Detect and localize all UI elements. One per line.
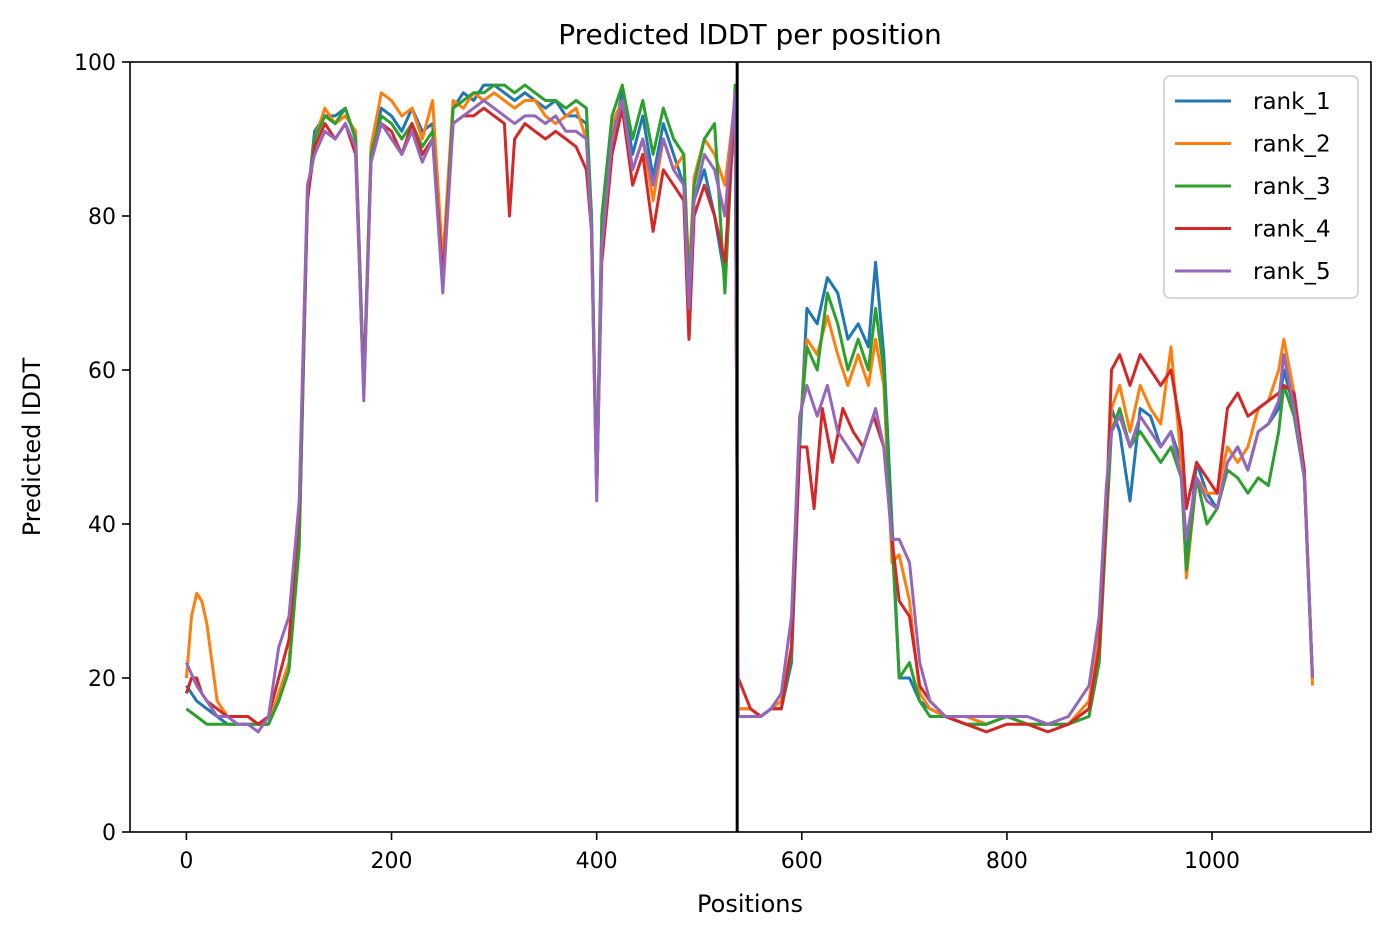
x-tick-label: 800: [986, 849, 1028, 874]
series-line-rank_4: [184, 99, 1314, 734]
x-tick-label: 200: [371, 849, 413, 874]
y-tick-label: 80: [88, 205, 116, 230]
x-tick-label: 600: [781, 849, 823, 874]
y-tick-label: 60: [88, 359, 116, 384]
x-tick-label: 400: [576, 849, 618, 874]
series-line-rank_5: [185, 91, 1314, 734]
y-tick-label: 0: [102, 821, 116, 846]
y-tick-label: 100: [74, 51, 116, 76]
y-axis-ticks: 0 20 40 60 80 100: [74, 51, 130, 846]
plot-area: [129, 61, 1372, 833]
x-tick-label: 0: [179, 849, 193, 874]
legend-label-rank_2: rank_2: [1253, 132, 1331, 158]
legend: rank_1 rank_2 rank_3 rank_4 rank_5: [1163, 75, 1359, 299]
chart-title: Predicted lDDT per position: [558, 18, 942, 51]
legend-box: [1163, 75, 1359, 299]
series-layer: [184, 83, 1314, 734]
y-axis-label: Predicted lDDT: [18, 357, 46, 536]
y-tick-label: 20: [88, 667, 116, 692]
x-axis-label: Positions: [697, 890, 803, 918]
legend-label-rank_4: rank_4: [1253, 217, 1331, 243]
axes-frame: [129, 61, 1372, 833]
y-tick-label: 40: [88, 513, 116, 538]
legend-label-rank_1: rank_1: [1253, 89, 1331, 115]
x-axis-ticks: 0 200 400 600 800 1000: [179, 832, 1240, 874]
legend-label-rank_5: rank_5: [1253, 259, 1331, 285]
legend-label-rank_3: rank_3: [1253, 174, 1331, 200]
x-tick-label: 1000: [1184, 849, 1240, 874]
